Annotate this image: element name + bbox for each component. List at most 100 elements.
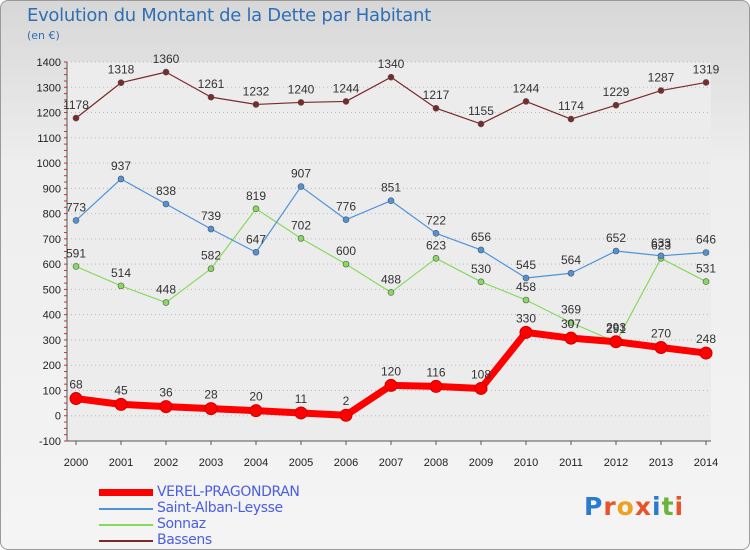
- chart-unit: (en €): [27, 29, 60, 42]
- data-label: 270: [651, 327, 671, 341]
- data-label: 458: [516, 280, 536, 294]
- y-tick-label: 700: [43, 234, 61, 246]
- data-label: 116: [426, 365, 445, 379]
- y-tick-label: 1100: [37, 133, 61, 145]
- data-label: 1360: [153, 52, 180, 66]
- data-label: 1318: [108, 63, 135, 77]
- data-label: 739: [201, 209, 221, 223]
- data-label: 937: [111, 159, 131, 173]
- x-tick-label: 2013: [649, 457, 673, 469]
- legend-label-saint-alban: Saint-Alban-Leysse: [157, 500, 283, 516]
- y-tick-label: 1000: [37, 158, 61, 170]
- data-label: 307: [561, 317, 581, 331]
- data-point: [522, 98, 530, 105]
- y-tick-label: 100: [43, 385, 61, 397]
- data-label: 120: [381, 364, 401, 378]
- legend-swatch-bassens: [99, 540, 153, 542]
- data-label: 531: [696, 262, 716, 276]
- data-label: 530: [471, 262, 491, 276]
- data-point: [567, 115, 575, 123]
- data-point: [519, 325, 533, 339]
- data-label: 1244: [513, 81, 540, 95]
- data-point: [162, 68, 170, 76]
- data-point: [567, 319, 575, 326]
- data-label: 600: [336, 244, 356, 258]
- data-label: 838: [156, 184, 176, 198]
- y-tick-label: -100: [39, 436, 61, 448]
- data-label: 582: [201, 249, 221, 263]
- data-point: [567, 269, 575, 277]
- data-point: [432, 230, 440, 237]
- data-label: 36: [159, 386, 173, 400]
- data-point: [252, 205, 260, 213]
- y-tick-label: 300: [43, 335, 61, 347]
- data-label: 1229: [603, 85, 630, 99]
- x-tick-label: 2007: [379, 457, 403, 469]
- data-label: 1174: [558, 99, 584, 113]
- data-point: [204, 402, 218, 416]
- chart-title: Evolution du Montant de la Dette par Hab…: [27, 5, 431, 26]
- x-tick-label: 2009: [469, 457, 493, 469]
- x-tick-label: 2012: [604, 457, 628, 469]
- data-label: 68: [69, 378, 83, 392]
- data-point: [117, 282, 125, 290]
- data-point: [207, 93, 215, 101]
- data-point: [387, 73, 395, 81]
- data-point: [477, 246, 485, 254]
- data-label: 776: [336, 200, 356, 214]
- y-tick-label: 900: [43, 183, 61, 195]
- data-point: [297, 99, 305, 106]
- data-label: 293: [606, 321, 626, 335]
- x-tick-label: 2000: [64, 457, 88, 469]
- data-label: 248: [696, 332, 716, 346]
- data-point: [432, 255, 440, 262]
- data-point: [657, 252, 665, 260]
- data-point: [522, 296, 530, 304]
- data-point: [72, 114, 80, 122]
- data-point: [699, 346, 713, 360]
- data-point: [654, 341, 668, 355]
- proxiti-logo: Proxiti: [584, 492, 685, 521]
- x-tick-label: 2008: [424, 457, 448, 469]
- x-tick-label: 2011: [559, 457, 583, 469]
- data-point: [387, 197, 395, 205]
- data-label: 2: [343, 394, 350, 408]
- legend-label-bassens: Bassens: [157, 532, 212, 548]
- data-point: [429, 379, 443, 393]
- data-label: 633: [651, 236, 671, 250]
- data-point: [339, 408, 353, 422]
- data-point: [117, 175, 125, 183]
- data-point: [162, 299, 170, 306]
- data-point: [207, 265, 215, 272]
- data-point: [252, 101, 260, 108]
- data-label: 702: [291, 218, 311, 232]
- data-point: [702, 278, 710, 285]
- data-label: 656: [471, 230, 491, 244]
- data-point: [207, 225, 215, 233]
- x-tick-label: 2002: [154, 457, 178, 469]
- data-label: 647: [246, 232, 266, 246]
- data-point: [72, 217, 80, 224]
- y-tick-label: 400: [43, 310, 61, 322]
- data-point: [522, 274, 530, 282]
- data-label: 1319: [693, 62, 720, 76]
- data-label: 722: [426, 213, 446, 227]
- plot-area: [67, 62, 711, 441]
- data-point: [612, 247, 620, 255]
- data-label: 11: [295, 392, 308, 406]
- data-label: 28: [204, 388, 218, 402]
- data-label: 1244: [333, 81, 360, 95]
- x-tick-label: 2010: [514, 457, 538, 469]
- data-point: [249, 404, 263, 418]
- data-label: 591: [66, 246, 86, 260]
- data-label: 330: [516, 311, 536, 325]
- data-label: 45: [114, 383, 128, 397]
- data-label: 1240: [288, 82, 315, 96]
- data-label: 20: [249, 390, 263, 404]
- data-label: 819: [246, 189, 266, 203]
- data-point: [162, 200, 170, 208]
- data-label: 623: [651, 238, 671, 252]
- data-label: 1155: [468, 104, 494, 118]
